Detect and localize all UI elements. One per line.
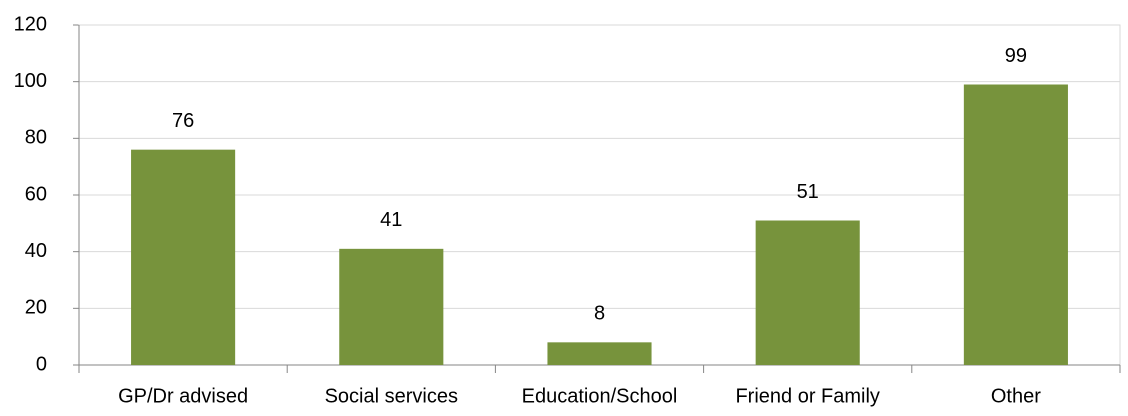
x-tick-label: Social services <box>325 385 458 407</box>
bar <box>963 84 1068 365</box>
y-tick-label: 80 <box>25 127 47 149</box>
data-label: 99 <box>1005 45 1027 67</box>
bar <box>131 149 236 365</box>
x-tick-label: Other <box>991 385 1041 407</box>
y-tick-label: 100 <box>14 70 47 92</box>
bar <box>339 248 444 365</box>
y-tick-label: 60 <box>25 183 47 205</box>
x-tick-label: GP/Dr advised <box>118 385 248 407</box>
bar <box>755 220 860 365</box>
data-label: 41 <box>380 209 402 231</box>
y-tick-label: 120 <box>14 13 47 35</box>
data-label: 76 <box>172 110 194 132</box>
x-tick-label: Friend or Family <box>735 385 879 407</box>
data-label: 8 <box>594 303 605 325</box>
y-tick-label: 40 <box>25 240 47 262</box>
y-tick-label: 0 <box>36 353 47 375</box>
bar <box>547 342 652 365</box>
x-tick-label: Education/School <box>522 385 678 407</box>
y-tick-label: 20 <box>25 297 47 319</box>
data-label: 51 <box>797 181 819 203</box>
